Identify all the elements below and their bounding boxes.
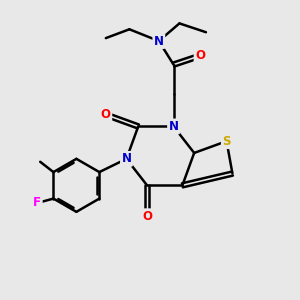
Text: N: N [169, 120, 178, 133]
Text: N: N [154, 34, 164, 48]
Text: F: F [33, 196, 41, 209]
Text: S: S [222, 135, 231, 148]
Text: N: N [122, 152, 131, 165]
Text: O: O [195, 49, 205, 62]
Text: O: O [142, 210, 152, 223]
Text: O: O [101, 108, 111, 121]
